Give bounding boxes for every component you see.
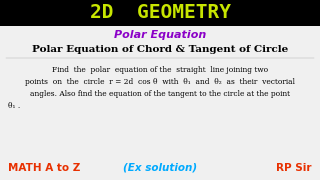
Text: angles. Also find the equation of the tangent to the circle at the point: angles. Also find the equation of the ta… xyxy=(30,90,290,98)
Text: θ₁ .: θ₁ . xyxy=(8,102,20,110)
Text: Polar Equation: Polar Equation xyxy=(114,30,206,40)
Text: points  on  the  circle  r = 2d  cos θ  with  θ₁  and  θ₂  as  their  vectorial: points on the circle r = 2d cos θ with θ… xyxy=(25,78,295,86)
Text: 2D  GEOMETRY: 2D GEOMETRY xyxy=(90,3,230,22)
Text: Find  the  polar  equation of the  straight  line joining two: Find the polar equation of the straight … xyxy=(52,66,268,74)
Text: RP Sir: RP Sir xyxy=(276,163,312,173)
Text: Polar Equation of Chord & Tangent of Circle: Polar Equation of Chord & Tangent of Cir… xyxy=(32,46,288,55)
Text: (Ex solution): (Ex solution) xyxy=(123,163,197,173)
FancyBboxPatch shape xyxy=(0,0,320,26)
Text: MATH A to Z: MATH A to Z xyxy=(8,163,80,173)
